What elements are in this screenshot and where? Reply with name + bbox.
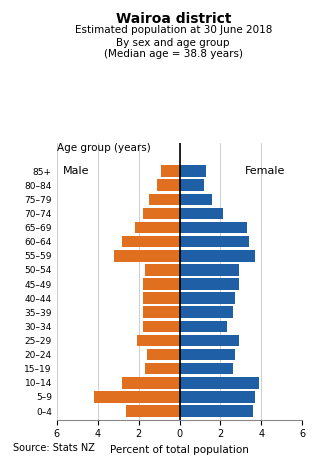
Bar [180, 349, 235, 361]
Bar [180, 377, 259, 389]
Text: Source: Stats NZ: Source: Stats NZ [13, 443, 94, 453]
Bar [143, 320, 180, 332]
Bar [143, 208, 180, 219]
Bar [180, 320, 226, 332]
Bar [157, 179, 180, 191]
Bar [180, 194, 212, 205]
Bar [136, 335, 180, 346]
Bar [147, 349, 180, 361]
Bar [143, 292, 180, 304]
Bar [161, 165, 180, 177]
Bar [143, 278, 180, 290]
Bar [145, 363, 180, 374]
Bar [180, 236, 249, 248]
Bar [122, 236, 180, 248]
Bar [114, 250, 180, 261]
Text: Estimated population at 30 June 2018: Estimated population at 30 June 2018 [75, 25, 272, 35]
Bar [122, 377, 180, 389]
Text: Age group (years): Age group (years) [57, 143, 151, 153]
Text: Wairoa district: Wairoa district [116, 12, 231, 25]
Text: Female: Female [245, 166, 285, 176]
X-axis label: Percent of total population: Percent of total population [110, 445, 249, 455]
Bar [180, 335, 239, 346]
Bar [180, 363, 233, 374]
Bar [180, 307, 233, 318]
Bar [143, 307, 180, 318]
Bar [180, 165, 206, 177]
Text: By sex and age group: By sex and age group [117, 38, 230, 48]
Bar [94, 391, 180, 403]
Text: (Median age = 38.8 years): (Median age = 38.8 years) [104, 49, 243, 59]
Bar [180, 264, 239, 276]
Bar [180, 250, 255, 261]
Text: Male: Male [63, 166, 89, 176]
Bar [180, 405, 253, 417]
Bar [180, 208, 222, 219]
Bar [126, 405, 180, 417]
Bar [145, 264, 180, 276]
Bar [180, 391, 255, 403]
Bar [180, 278, 239, 290]
Bar [180, 222, 247, 233]
Bar [149, 194, 180, 205]
Bar [135, 222, 180, 233]
Bar [180, 292, 235, 304]
Bar [180, 179, 204, 191]
